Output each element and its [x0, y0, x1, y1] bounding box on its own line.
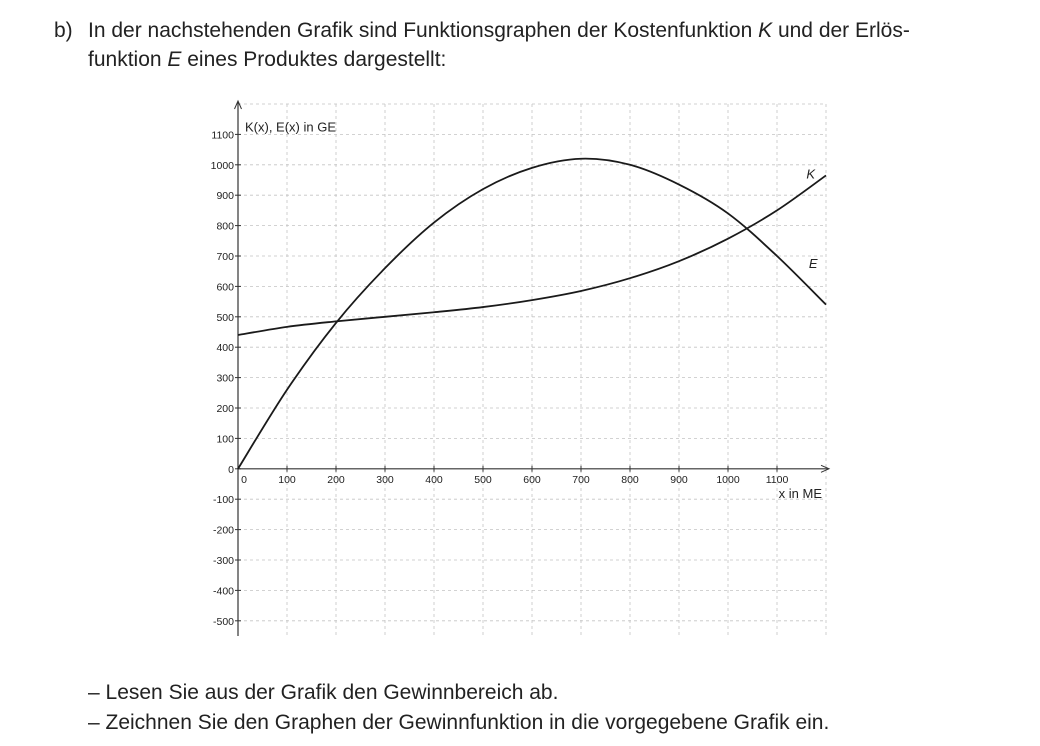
y-tick-label: 300: [216, 373, 234, 385]
y-axis-label: K(x), E(x) in GE: [245, 119, 336, 134]
y-tick-label: 0: [228, 464, 234, 476]
curve-label-e: E: [809, 256, 818, 271]
x-axis-label: x in ME: [779, 486, 823, 501]
x-tick-label: 100: [278, 474, 296, 486]
intro-part4: eines Produktes dargestellt:: [181, 48, 447, 71]
intro-part1: In der nachstehenden Grafik sind Funktio…: [88, 19, 759, 42]
y-tick-label: 900: [216, 190, 234, 202]
x-tick-label: 800: [621, 474, 639, 486]
x-axis-arrow: [820, 464, 831, 473]
y-tick-label: 700: [216, 251, 234, 263]
y-tick-label: -100: [213, 494, 234, 506]
task-list: – Lesen Sie aus der Grafik den Gewinnber…: [88, 678, 829, 738]
y-tick-label: 200: [216, 403, 234, 415]
e-symbol: E: [167, 48, 182, 71]
task-marker: b): [54, 19, 73, 42]
x-tick-label: 1100: [766, 474, 789, 486]
x-tick-label: 900: [670, 474, 688, 486]
y-tick-label: -400: [213, 585, 234, 597]
x-tick-label: 1000: [716, 474, 740, 486]
curve-label-k: K: [806, 166, 816, 181]
x-tick-label: 500: [474, 474, 492, 486]
y-tick-label: 600: [216, 281, 234, 293]
y-tick-label: 100: [216, 433, 234, 445]
x-tick-label: 0: [241, 474, 247, 486]
x-tick-label: 400: [425, 474, 443, 486]
intro-part2: und der Erlös-: [772, 19, 910, 42]
x-tick-label: 300: [376, 474, 394, 486]
intro-part3: funktion: [88, 48, 168, 71]
x-tick-label: 700: [572, 474, 590, 486]
curve-e: [237, 157, 827, 470]
task-item-1: – Lesen Sie aus der Grafik den Gewinnber…: [88, 681, 559, 704]
chart-grid: [238, 103, 827, 636]
task-item-2: – Zeichnen Sie den Graphen der Gewinnfun…: [88, 711, 830, 734]
y-tick-label: 800: [216, 221, 234, 233]
y-tick-label: 400: [216, 342, 234, 354]
y-axis-arrow: [234, 99, 242, 110]
chart-labels: K E K(x), E(x) in GE x in ME: [245, 119, 822, 500]
function-chart: 0 100 200 300 400 500 600 700 800 900 1000 1100-500…: [211, 99, 831, 636]
y-tick-label: -300: [213, 555, 234, 567]
y-tick-label: -500: [213, 616, 234, 628]
curve-k: [237, 174, 827, 336]
y-tick-label: 500: [216, 312, 234, 324]
chart-ticks: 0 100 200 300 400 500 600 700 800 900 1000 1100-500…: [211, 129, 789, 627]
y-tick-label: 1100: [211, 129, 234, 141]
y-tick-label: -200: [213, 525, 234, 537]
x-tick-label: 600: [523, 474, 541, 486]
k-symbol: K: [758, 19, 773, 42]
y-tick-label: 1000: [211, 160, 235, 172]
x-tick-label: 200: [327, 474, 345, 486]
chart-curves: [237, 157, 827, 470]
task-intro-text: In der nachstehenden Grafik sind Funktio…: [88, 16, 988, 74]
